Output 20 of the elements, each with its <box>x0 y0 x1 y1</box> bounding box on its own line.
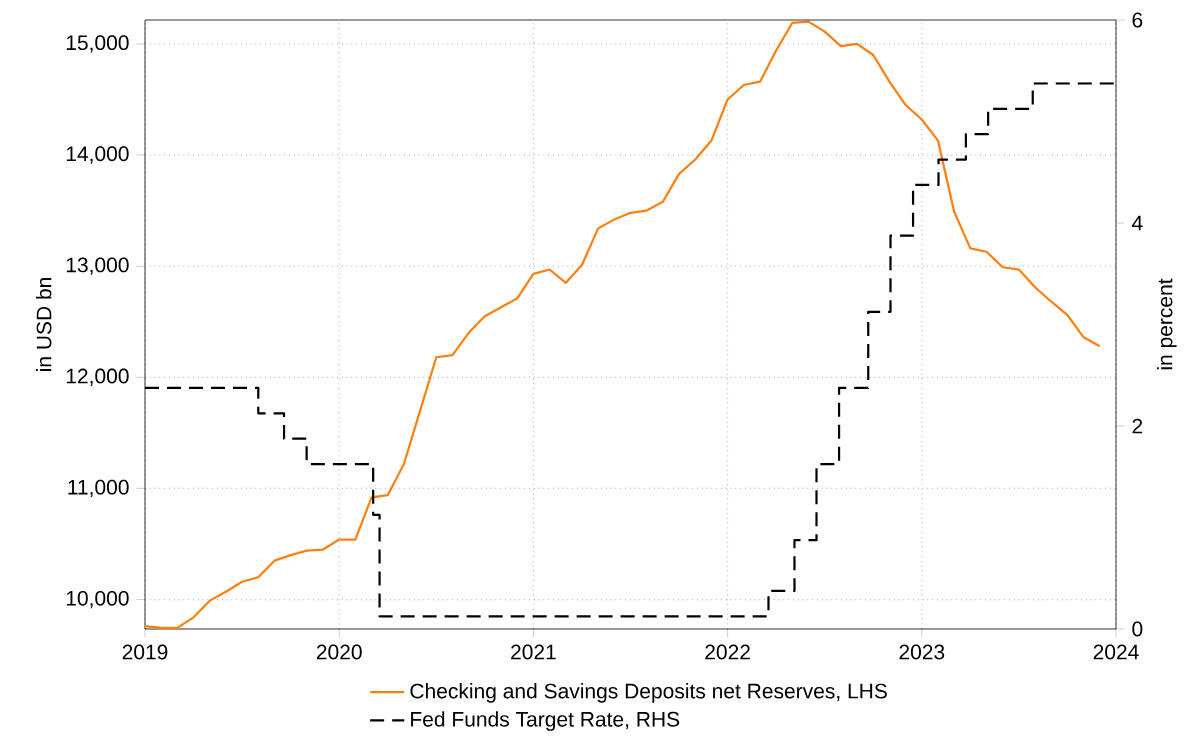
legend-label: Fed Funds Target Rate, RHS <box>411 711 680 731</box>
x-tick-label: 2022 <box>705 644 750 660</box>
y-tick-label: 13,000 <box>66 257 129 275</box>
legend-label: Checking and Savings Deposits net Reserves, LHS <box>410 683 887 703</box>
y-tick-label: 14,000 <box>66 146 129 164</box>
y-tick-label: 10,000 <box>66 590 129 609</box>
y2-tick-label: 4 <box>1131 215 1143 231</box>
y-axis-title: in USD bn <box>36 278 52 371</box>
x-tick-label: 2019 <box>122 644 168 660</box>
x-tick-label: 2023 <box>899 644 945 660</box>
y2-tick-label: 2 <box>1132 418 1143 434</box>
y2-tick-label: 0 <box>1132 621 1143 637</box>
x-tick-label: 2020 <box>316 644 362 660</box>
y-tick-label: 15,000 <box>66 35 129 53</box>
x-tick-label: 2021 <box>511 644 556 660</box>
x-tick-label: 2024 <box>1093 644 1139 660</box>
y2-tick-label: 6 <box>1132 12 1143 28</box>
y2-axis-title: in percent <box>1157 278 1177 370</box>
y-tick-label: 12,000 <box>66 368 129 386</box>
y-tick-label: 11,000 <box>68 479 129 498</box>
